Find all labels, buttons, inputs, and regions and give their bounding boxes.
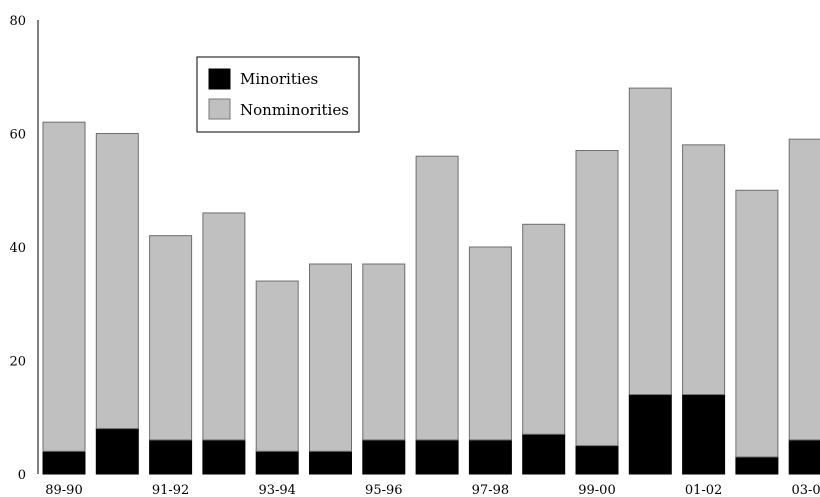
y-tick-label: 40	[9, 241, 26, 256]
bar-nonminorities-89-90	[42, 121, 86, 452]
bar-nonminorities-03-04	[788, 138, 820, 441]
x-tick-label: 93-94	[258, 483, 295, 497]
bar-nonminorities-99-00	[575, 150, 619, 447]
y-tick-label: 60	[9, 128, 26, 143]
x-tick-label: 01-02	[685, 483, 722, 497]
bar-nonminorities-91-92	[149, 235, 193, 441]
y-tick-labels: 0 20 40 60 80	[9, 14, 26, 483]
x-tick-label: 89-90	[45, 483, 82, 497]
x-tick-label: 91-92	[152, 483, 189, 497]
bar-nonminorities-96-97	[415, 155, 459, 441]
bar-nonminorities-94-95	[309, 263, 352, 452]
bar-minorities-99-00	[575, 445, 619, 475]
x-tick-label: 03-04	[791, 483, 820, 497]
bar-nonminorities-97-98	[468, 246, 512, 441]
bar-nonminorities-92-93	[202, 212, 246, 441]
bar-minorities-00-01	[628, 394, 672, 475]
bar-minorities-96-97	[415, 439, 459, 475]
y-tick-label: 20	[9, 355, 26, 370]
bar-nonminorities-01-02	[682, 144, 726, 396]
bar-minorities-93-94	[255, 450, 299, 475]
bar-minorities-01-02	[682, 394, 726, 475]
bar-nonminorities-98-99	[522, 223, 566, 435]
legend-swatch-minorities	[208, 68, 231, 90]
bar-nonminorities-00-01	[628, 87, 672, 396]
legend-box	[196, 56, 360, 133]
legend-swatch-nonminorities	[208, 98, 231, 120]
legend: Minorities Nonminorities	[196, 56, 360, 133]
legend-label-minorities: Minorities	[240, 70, 318, 88]
bar-minorities-89-90	[42, 450, 86, 475]
bar-minorities-95-96	[362, 439, 406, 475]
bar-minorities-94-95	[309, 450, 352, 475]
legend-label-nonminorities: Nonminorities	[240, 101, 349, 119]
bars	[42, 87, 820, 475]
bar-minorities-98-99	[522, 433, 566, 475]
x-tick-label: 95-96	[365, 483, 402, 497]
bar-nonminorities-90-91	[95, 133, 139, 430]
x-tick-label: 99-00	[578, 483, 615, 497]
y-tick-label: 0	[18, 468, 26, 483]
bar-nonminorities-02-03	[735, 189, 779, 458]
bar-minorities-91-92	[149, 439, 193, 475]
bar-minorities-90-91	[95, 428, 139, 475]
y-tick-label: 80	[9, 14, 26, 29]
bar-minorities-02-03	[735, 456, 779, 475]
bar-minorities-03-04	[788, 439, 820, 475]
bar-nonminorities-95-96	[362, 263, 406, 441]
bar-nonminorities-93-94	[255, 280, 299, 452]
bar-minorities-97-98	[468, 439, 512, 475]
x-tick-labels: 89-90 91-92 93-94 95-96 97-98 99-00 01-02 03-04	[45, 483, 820, 497]
x-tick-label: 97-98	[472, 483, 509, 497]
bar-minorities-92-93	[202, 439, 246, 475]
